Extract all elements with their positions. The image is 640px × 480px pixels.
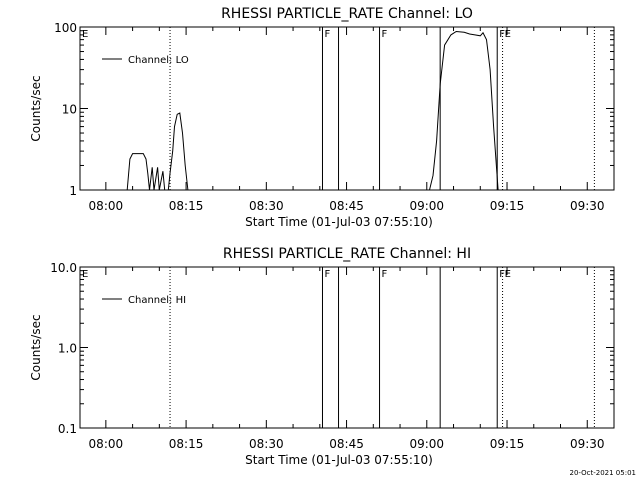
y-axis-label: Counts/sec [29, 314, 43, 380]
y-tick-label: 1 [69, 184, 77, 198]
chart-panel-lo: RHESSI PARTICLE_RATE Channel: LO Start Ti… [29, 6, 615, 229]
event-marker-label: F [499, 29, 505, 40]
event-marker-label: E [505, 29, 511, 40]
event-marker-label: E [505, 269, 511, 280]
event-marker-label: F [382, 269, 388, 280]
x-tick-label: 08:15 [169, 437, 204, 451]
plot-frame [79, 26, 615, 191]
x-tick-label: 09:30 [570, 199, 605, 213]
x-tick-label: 08:00 [89, 199, 124, 213]
x-axis-label: Start Time (01-Jul-03 07:55:10) [245, 453, 433, 467]
x-tick-label: 08:45 [329, 199, 364, 213]
y-tick-label: 100 [54, 21, 77, 35]
x-tick-label: 08:00 [89, 437, 124, 451]
y-tick-label: 1.0 [58, 342, 77, 356]
event-marker-label: F [324, 29, 330, 40]
chart-title: RHESSI PARTICLE_RATE Channel: LO [221, 6, 473, 22]
plot-frame [79, 266, 615, 429]
x-tick-label: 09:00 [409, 199, 444, 213]
event-marker-label: F [499, 269, 505, 280]
y-tick-label: 0.1 [58, 422, 77, 436]
event-marker-label: F [382, 29, 388, 40]
x-tick-label: 09:00 [409, 437, 444, 451]
chart-panel-hi: RHESSI PARTICLE_RATE Channel: HI Start Ti… [29, 246, 615, 467]
chart-title: RHESSI PARTICLE_RATE Channel: HI [223, 246, 471, 262]
event-marker-label: F [324, 269, 330, 280]
x-tick-label: 08:45 [329, 437, 364, 451]
x-axis-label: Start Time (01-Jul-03 07:55:10) [245, 215, 433, 229]
footer-timestamp: 20-Oct-2021 05:01 [570, 469, 636, 477]
y-tick-label: 10 [62, 103, 77, 117]
legend-label: Channel: HI [128, 295, 186, 306]
x-tick-label: 08:15 [169, 199, 204, 213]
x-tick-label: 09:30 [570, 437, 605, 451]
y-axis-label: Counts/sec [29, 75, 43, 141]
event-marker-label: E [82, 29, 88, 40]
event-marker-label: E [82, 269, 88, 280]
x-tick-label: 08:30 [249, 437, 284, 451]
series-line-0 [429, 30, 499, 191]
legend-label: Channel: LO [128, 55, 189, 66]
x-tick-label: 09:15 [490, 199, 525, 213]
x-tick-label: 08:30 [249, 199, 284, 213]
y-tick-label: 10.0 [50, 261, 77, 275]
x-tick-label: 09:15 [490, 437, 525, 451]
series-line-0 [126, 112, 189, 191]
